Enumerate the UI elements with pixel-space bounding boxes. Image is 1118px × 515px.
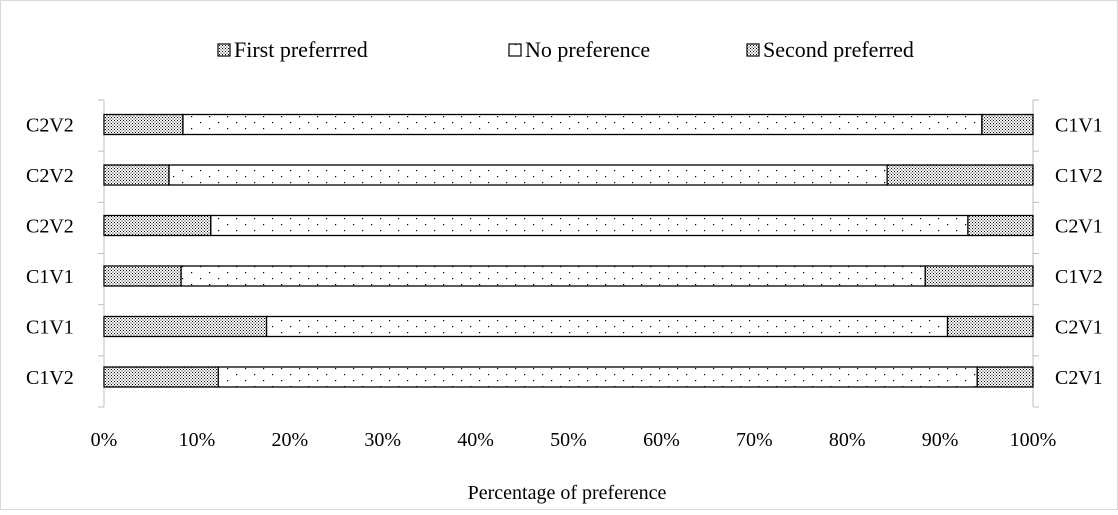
category-label-left: C2V2 bbox=[26, 216, 74, 238]
category-label-left: C1V2 bbox=[26, 367, 74, 389]
legend-swatch bbox=[508, 43, 522, 57]
category-label-left: C2V2 bbox=[26, 165, 74, 187]
category-label-left: C2V2 bbox=[26, 115, 74, 137]
bar-segment-no-preference bbox=[168, 164, 888, 186]
bar-segment-first-preferred bbox=[103, 113, 184, 136]
category-label-right: C2V1 bbox=[1055, 317, 1103, 339]
legend-swatch bbox=[217, 43, 231, 57]
x-tick-label: 40% bbox=[457, 429, 494, 451]
x-tick-label: 90% bbox=[922, 429, 959, 451]
x-tick-label: 20% bbox=[271, 429, 308, 451]
bar-segment-second-preferred bbox=[946, 315, 1034, 338]
bar-segment-no-preference bbox=[217, 366, 978, 388]
legend: First preferrred No preference Second pref… bbox=[217, 37, 914, 62]
bar-segment-second-preferred bbox=[967, 214, 1034, 237]
bar-segment-second-preferred bbox=[976, 366, 1034, 388]
bar-segment-second-preferred bbox=[924, 265, 1034, 287]
labels: C2V2 C1V1 C2V2 C1V2 C2V2 C2V1 C1V1 C1V2 C1V1 C2V1… bbox=[26, 115, 1103, 452]
category-label-right: C2V1 bbox=[1055, 367, 1103, 389]
x-tick-label: 0% bbox=[91, 429, 118, 451]
bar-segment-first-preferred bbox=[103, 164, 170, 186]
legend-label: Second preferred bbox=[763, 37, 914, 62]
legend-label: No preference bbox=[525, 37, 650, 62]
legend-label: First preferrred bbox=[234, 37, 368, 62]
x-tick-label: 70% bbox=[736, 429, 773, 451]
bar-segment-first-preferred bbox=[103, 265, 182, 287]
bar-segment-first-preferred bbox=[103, 366, 219, 388]
legend-swatch bbox=[746, 43, 760, 57]
bar-segment-no-preference bbox=[265, 315, 949, 338]
bar-segment-second-preferred bbox=[981, 113, 1034, 136]
axes bbox=[98, 99, 1039, 408]
x-tick-label: 50% bbox=[550, 429, 587, 451]
x-tick-label: 60% bbox=[643, 429, 680, 451]
x-tick-label: 100% bbox=[1010, 429, 1057, 451]
category-label-right: C2V1 bbox=[1055, 216, 1103, 238]
category-label-left: C1V1 bbox=[26, 317, 74, 339]
bar-segment-second-preferred bbox=[886, 164, 1034, 186]
bar-segment-first-preferred bbox=[103, 315, 268, 338]
category-label-right: C1V1 bbox=[1055, 115, 1103, 137]
x-tick-label: 80% bbox=[829, 429, 866, 451]
category-label-left: C1V1 bbox=[26, 266, 74, 288]
x-tick-label: 30% bbox=[364, 429, 401, 451]
bar-segment-no-preference bbox=[210, 214, 969, 237]
bar-segment-no-preference bbox=[182, 113, 983, 136]
category-label-right: C1V2 bbox=[1055, 165, 1103, 187]
x-tick-label: 10% bbox=[179, 429, 216, 451]
x-axis-title: Percentage of preference bbox=[468, 482, 667, 504]
bar-segment-no-preference bbox=[180, 265, 926, 287]
bar-segment-first-preferred bbox=[103, 214, 212, 237]
bars bbox=[103, 113, 1034, 388]
category-label-right: C1V2 bbox=[1055, 266, 1103, 288]
